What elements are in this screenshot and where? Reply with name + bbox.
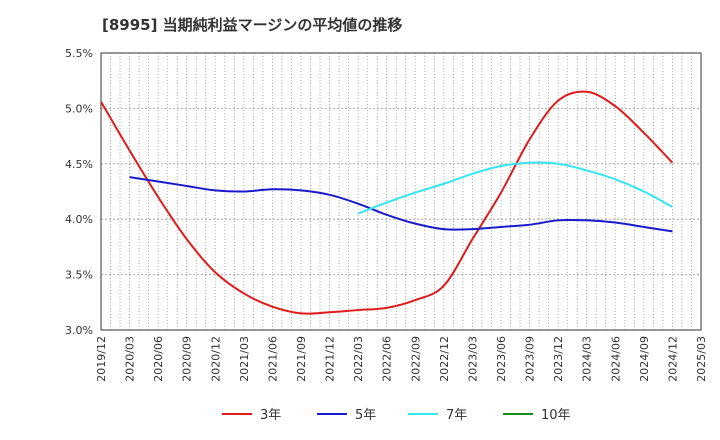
x-tick-label: 2022/12 (438, 336, 451, 382)
y-tick-label: 4.5% (65, 158, 93, 171)
x-tick-label: 2023/03 (466, 336, 479, 382)
x-tick-label: 2024/06 (609, 336, 622, 382)
series-line-0 (100, 90, 674, 315)
grid (100, 52, 702, 331)
x-tick-label: 2023/06 (495, 336, 508, 382)
x-tick-label: 2024/03 (581, 336, 594, 382)
legend-label-1: 5年 (355, 408, 376, 423)
axes: 5.5% 5.0% 4.5% 4.0% 3.5% 3.0%2019/12 2020/03 20… (65, 47, 708, 382)
x-tick-label: 2024/12 (666, 336, 679, 382)
x-tick-label: 2023/09 (524, 336, 537, 382)
x-tick-label: 2019/12 (95, 336, 108, 382)
x-tick-label: 2020/06 (152, 336, 165, 382)
x-tick-label: 2020/12 (209, 336, 222, 382)
x-tick-label: 2021/09 (295, 336, 308, 382)
x-tick-label: 2020/09 (181, 336, 194, 382)
chart-title: [8995] 当期純利益マージンの平均値の推移 (102, 16, 403, 34)
x-tick-label: 2020/03 (124, 336, 137, 382)
series-lines (100, 90, 674, 315)
plot-area (101, 53, 701, 330)
legend-label-2: 7年 (446, 408, 467, 423)
legend: 3年 5年 7年 10年 (222, 408, 571, 423)
x-tick-label: 2022/06 (381, 336, 394, 382)
series-line-2 (357, 161, 673, 215)
x-tick-label: 2023/12 (552, 336, 565, 382)
y-tick-label: 4.0% (65, 213, 93, 226)
y-tick-label: 5.5% (65, 47, 93, 60)
plot-frame (100, 52, 702, 331)
series-line-1 (129, 176, 673, 233)
x-tick-label: 2021/12 (324, 336, 337, 382)
x-tick-label: 2022/09 (409, 336, 422, 382)
x-tick-label: 2021/03 (238, 336, 251, 382)
y-tick-label: 5.0% (65, 102, 93, 115)
y-tick-label: 3.5% (65, 269, 93, 282)
x-tick-label: 2022/03 (352, 336, 365, 382)
legend-label-3: 10年 (541, 408, 571, 423)
x-tick-label: 2025/03 (695, 336, 708, 382)
x-tick-label: 2024/09 (638, 336, 651, 382)
legend-label-0: 3年 (260, 408, 281, 423)
y-tick-label: 3.0% (65, 324, 93, 337)
x-tick-label: 2021/06 (266, 336, 279, 382)
